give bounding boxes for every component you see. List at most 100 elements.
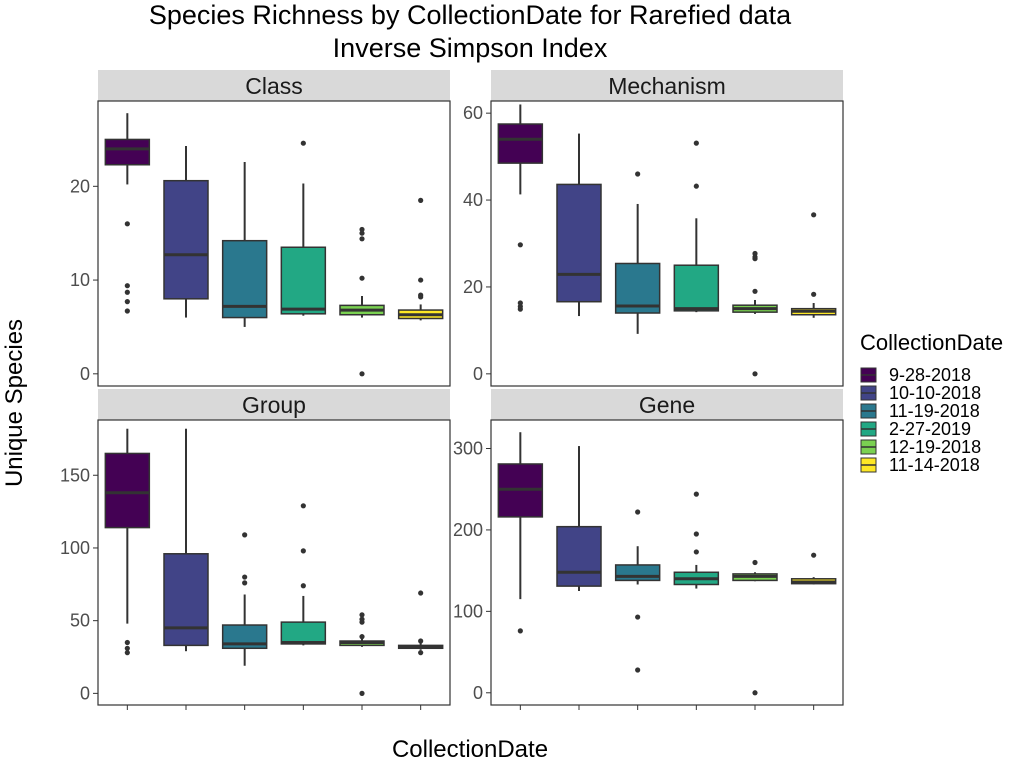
outlier-point [124, 308, 130, 314]
outlier-point [124, 299, 130, 305]
box-12-19-2018 [339, 612, 385, 696]
legend-entry-label: 12-19-2018 [889, 437, 981, 457]
y-tick-label: 20 [70, 176, 90, 196]
outlier-point [359, 226, 365, 233]
box-10-10-2018 [556, 133, 602, 317]
legend-entry-label: 11-19-2018 [889, 401, 980, 421]
box-iqr [556, 525, 602, 587]
outlier-point [359, 619, 365, 625]
outlier-point [359, 230, 365, 236]
box-2-27-2019 [673, 140, 720, 313]
facet-strip [98, 389, 450, 420]
panel-border [97, 419, 451, 706]
box-iqr [221, 239, 268, 319]
outlier-point [811, 291, 817, 297]
box-11-14-2018 [397, 197, 444, 321]
facet-strip-label: Gene [639, 392, 695, 418]
outlier-point [635, 171, 641, 177]
box-iqr [614, 564, 661, 582]
outlier-point [752, 256, 758, 262]
y-tick-label: 20 [463, 277, 483, 297]
outlier-point [418, 650, 424, 656]
outlier-point [300, 140, 306, 146]
box-11-19-2018 [221, 532, 268, 666]
facet-panel-group: Group 0 50 100 150 [60, 389, 451, 710]
box-9-28-2018 [104, 428, 151, 656]
panel-background [491, 101, 843, 386]
y-tick-label: 60 [463, 103, 483, 123]
outlier-point [242, 532, 248, 538]
legend-title: CollectionDate [860, 330, 1003, 355]
outlier-point [124, 221, 130, 227]
legend-entry-label: 10-10-2018 [889, 383, 981, 403]
legend-entry-label: 2-27-2019 [889, 419, 971, 439]
outlier-point [359, 236, 365, 242]
outlier-point [359, 612, 365, 618]
outlier-point [693, 140, 699, 146]
legend-entry: 11-14-2018 [860, 455, 980, 475]
box-iqr [497, 123, 544, 164]
outlier-point [752, 288, 758, 294]
outlier-point [693, 183, 699, 189]
box-iqr [280, 621, 327, 645]
y-tick-label: 0 [80, 364, 90, 384]
box-9-28-2018 [104, 113, 151, 314]
outlier-point [242, 574, 248, 580]
box-iqr [673, 264, 720, 312]
panel-border [490, 100, 844, 387]
outlier-point [811, 552, 817, 558]
y-tick-label: 100 [453, 601, 483, 621]
outlier-point [517, 628, 523, 634]
y-tick-label: 50 [70, 611, 90, 631]
outlier-point [124, 650, 130, 656]
outlier-point [300, 548, 306, 554]
box-10-10-2018 [556, 446, 602, 591]
outlier-point [517, 306, 523, 312]
box-9-28-2018 [497, 432, 544, 634]
facet-panel-class: Class 0 10 20 [70, 70, 451, 387]
outlier-point [752, 559, 758, 566]
box-iqr [104, 452, 151, 529]
legend-entry-label: 9-28-2018 [889, 365, 971, 385]
box-11-14-2018 [397, 590, 444, 656]
facet-strip [491, 389, 843, 420]
panel-background [491, 420, 843, 705]
box-12-19-2018 [339, 226, 385, 377]
y-tick-label: 0 [80, 683, 90, 703]
y-tick-label: 0 [473, 364, 483, 384]
outlier-point [124, 289, 130, 295]
y-tick-label: 100 [60, 538, 90, 558]
legend: CollectionDate 9-28-201810-10-201811-19-… [860, 330, 1003, 475]
box-10-10-2018 [163, 428, 209, 652]
outlier-point [752, 690, 758, 696]
outlier-point [635, 509, 641, 515]
panel-background [98, 101, 450, 386]
outlier-point [693, 491, 699, 497]
legend-entry: 12-19-2018 [860, 437, 981, 457]
outlier-point [752, 371, 758, 377]
outlier-point [635, 614, 641, 620]
outlier-point [300, 503, 306, 509]
y-tick-label: 200 [453, 520, 483, 540]
legend-entry: 10-10-2018 [860, 383, 981, 403]
y-tick-label: 300 [453, 439, 483, 459]
box-iqr [163, 179, 209, 300]
box-11-19-2018 [221, 161, 268, 327]
legend-entry: 2-27-2019 [860, 419, 971, 439]
outlier-point [693, 531, 699, 537]
facet-panel-gene: Gene 0 100 200 300 [453, 389, 844, 710]
outlier-point [418, 197, 424, 203]
box-12-19-2018 [732, 559, 778, 696]
outlier-point [418, 638, 424, 644]
legend-entry-label: 11-14-2018 [889, 455, 980, 475]
outlier-point [811, 212, 817, 218]
box-11-19-2018 [614, 509, 661, 673]
y-tick-label: 150 [60, 465, 90, 485]
legend-entries: 9-28-201810-10-201811-19-20182-27-201912… [860, 365, 981, 475]
facet-panel-mechanism: Mechanism 0 20 40 60 [463, 70, 844, 387]
outlier-point [359, 634, 365, 640]
facet-panels: Class 0 10 20 Mechanism 0 20 40 60 Group 0 50 100 150… [60, 70, 844, 710]
chart-title-line-2: Inverse Simpson Index [333, 33, 608, 63]
outlier-point [300, 583, 306, 589]
